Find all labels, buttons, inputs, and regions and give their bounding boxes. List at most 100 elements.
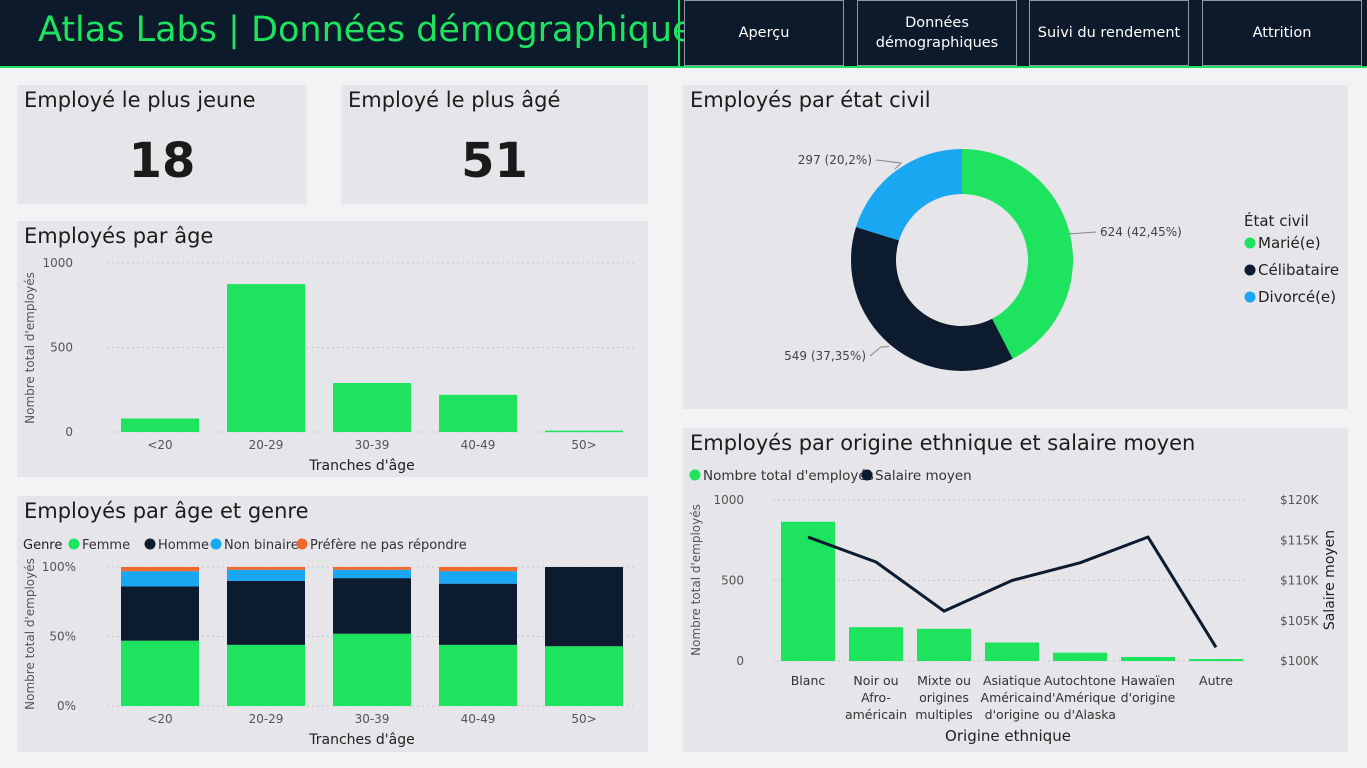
stacked-bar-segment	[439, 567, 517, 572]
legend-item: Préfère ne pas répondre	[310, 538, 467, 553]
x-tick-label: multiples	[915, 707, 973, 722]
stacked-bar-segment	[333, 578, 411, 634]
x-axis-label: Tranches d'âge	[308, 458, 414, 474]
slice-label: 549 (37,35%)	[784, 349, 866, 363]
stacked-bar-segment	[333, 633, 411, 706]
y-tick-label: 0%	[57, 699, 76, 713]
nav-button-donnees-demographiques[interactable]: Données démographiques	[857, 0, 1017, 66]
bar	[1121, 656, 1175, 661]
y-tick-label: 0	[65, 425, 73, 439]
x-tick-label: américain	[845, 707, 907, 722]
y-tick-label: 1000	[42, 256, 73, 270]
y2-tick-label: $105K	[1280, 614, 1320, 628]
stacked-bar-segment	[439, 571, 517, 584]
y-axis-label: Nombre total d'employés	[689, 504, 703, 656]
bar	[1053, 652, 1107, 661]
stacked-bar-segment	[439, 644, 517, 706]
stacked-bar-segment	[439, 583, 517, 645]
y-tick-label: 100%	[42, 560, 76, 574]
bar	[985, 642, 1039, 661]
chart-card-ethnicity: Employés par origine ethnique et salaire…	[683, 428, 1348, 752]
y-axis-label: Nombre total d'employés	[23, 272, 37, 424]
chart-civil: 624 (42,45%) 549 (37,35%) 297 (20,2%) État …	[784, 149, 1339, 372]
y2-axis-label: Salaire moyen	[1322, 530, 1338, 630]
nav-button-attrition[interactable]: Attrition	[1202, 0, 1362, 66]
x-axis-label: Origine ethnique	[945, 727, 1071, 745]
bar	[545, 430, 623, 433]
salary-line	[807, 535, 1218, 649]
x-tick-label: 20-29	[249, 712, 284, 726]
kpi-oldest-value: 51	[461, 133, 528, 189]
kpi-card-youngest: Employé le plus jeune 18	[17, 85, 307, 204]
stacked-bar-segment	[333, 569, 411, 579]
legend-marker	[210, 538, 222, 550]
chart-card-civil: Employés par état civil 624 (42,45%) 549 …	[683, 85, 1348, 409]
x-tick-label: Mixte ou	[917, 673, 971, 688]
leader-line	[869, 346, 890, 357]
x-tick-label: Blanc	[791, 673, 826, 688]
x-tick-label: 30-39	[355, 438, 390, 452]
stacked-bar-segment	[333, 567, 411, 570]
legend-title: Genre	[23, 538, 62, 553]
x-tick-label: 50>	[571, 438, 596, 452]
legend-marker	[68, 538, 80, 550]
y-tick-label: 0	[736, 654, 744, 668]
bar	[849, 627, 903, 661]
x-tick-label: origines	[919, 690, 969, 705]
stacked-bar-segment	[121, 586, 199, 641]
y-tick-label: 50%	[49, 630, 76, 644]
x-tick-label: Noir ou	[853, 673, 898, 688]
x-tick-label: 40-49	[461, 438, 496, 452]
kpi-youngest-value: 18	[128, 133, 196, 189]
y2-tick-label: $120K	[1280, 493, 1320, 507]
y2-tick-label: $115K	[1280, 533, 1320, 547]
x-axis-label: Tranches d'âge	[308, 732, 414, 748]
leader-line	[1068, 231, 1097, 235]
x-tick-label: Américain	[981, 690, 1044, 705]
y-tick-label: 1000	[713, 493, 744, 507]
x-tick-label: Hawaïen	[1121, 673, 1175, 688]
legend-item: Divorcé(e)	[1258, 288, 1336, 306]
x-tick-label: 20-29	[249, 438, 284, 452]
x-tick-label: d'Amérique	[1044, 690, 1116, 705]
page-title: Atlas Labs | Données démographiques	[38, 10, 712, 50]
stacked-bar-segment	[121, 567, 199, 572]
y2-tick-label: $100K	[1280, 654, 1320, 668]
kpi-card-oldest: Employé le plus âgé 51	[341, 85, 648, 204]
kpi-youngest-label: Employé le plus jeune	[24, 88, 256, 112]
chart-ethnicity: Nombre total d'employés Salaire moyen 0 500…	[689, 468, 1338, 745]
chart-title-civil: Employés par état civil	[690, 88, 931, 112]
x-tick-label: <20	[147, 438, 172, 452]
bar	[439, 394, 517, 432]
chart-card-age: Employés par âge 0 500 1000 <20 20-29 30-39 40…	[17, 221, 648, 477]
leader-line	[875, 159, 903, 170]
chart-age: 0 500 1000 <20 20-29 30-39 40-49 50> Tranches d'…	[23, 256, 637, 474]
legend-item: Homme	[158, 538, 209, 553]
bar	[1189, 659, 1243, 662]
chart-card-age-gender: Employés par âge et genre Genre Femme Homm…	[17, 496, 648, 752]
y-tick-label: 500	[721, 574, 744, 588]
stacked-bar-segment	[227, 567, 305, 570]
stacked-bar-segment	[227, 569, 305, 581]
nav-button-suivi-rendement[interactable]: Suivi du rendement	[1029, 0, 1189, 66]
donut-slice	[851, 227, 1013, 372]
stacked-bar-segment	[227, 580, 305, 645]
legend-marker	[144, 538, 156, 550]
donut-slice	[856, 149, 962, 241]
slice-label: 297 (20,2%)	[798, 153, 872, 167]
x-tick-label: Autochtone	[1044, 673, 1116, 688]
x-tick-label: 50>	[571, 712, 596, 726]
x-tick-label: Afro-	[861, 690, 891, 705]
top-header: Atlas Labs | Données démographiques Aper…	[0, 0, 1367, 68]
chart-title-age: Employés par âge	[24, 224, 214, 248]
legend-item: Marié(e)	[1258, 234, 1321, 252]
legend-marker	[689, 469, 701, 481]
chart-age-gender: Genre Femme Homme Non binaire Préfère ne pas…	[23, 538, 637, 748]
nav-button-apercu[interactable]: Aperçu	[684, 0, 844, 66]
legend-item: Femme	[82, 538, 130, 553]
legend-item: Célibataire	[1258, 261, 1339, 279]
stacked-bar-segment	[121, 640, 199, 706]
x-tick-label: d'origine	[985, 707, 1040, 722]
y-axis-label: Nombre total d'employés	[23, 558, 37, 710]
x-tick-label: Asiatique	[983, 673, 1041, 688]
